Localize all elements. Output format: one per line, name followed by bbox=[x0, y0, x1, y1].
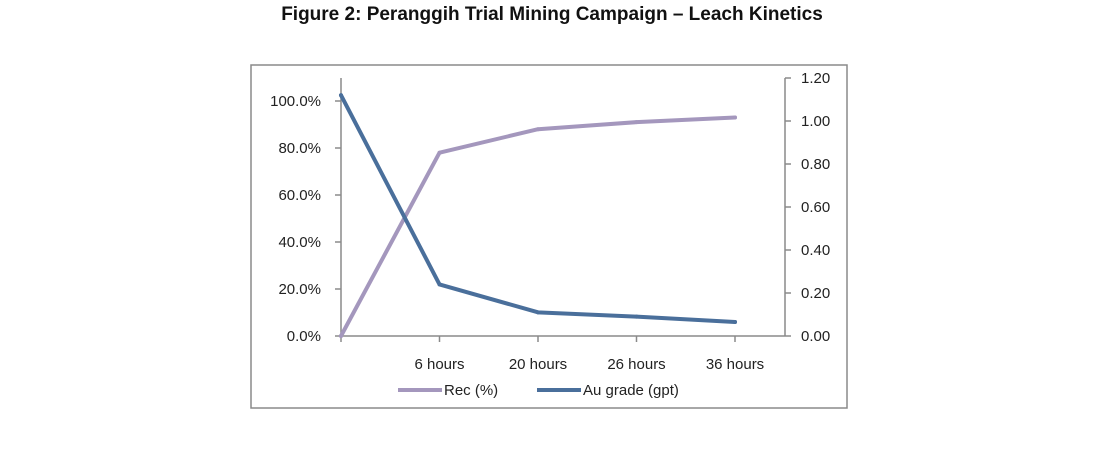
series-point-1-1 bbox=[437, 282, 442, 287]
right-axis-tick-label: 0.40 bbox=[801, 242, 830, 259]
series-point-0-1 bbox=[437, 150, 442, 155]
series-point-0-3 bbox=[634, 120, 639, 125]
series-point-0-0 bbox=[339, 334, 343, 338]
right-axis-tick-label: 0.80 bbox=[801, 156, 830, 173]
series-point-0-4 bbox=[733, 115, 737, 120]
series-point-1-0 bbox=[339, 93, 343, 98]
legend-label-0: Rec (%) bbox=[444, 382, 498, 399]
chart-title: Figure 2: Peranggih Trial Mining Campaig… bbox=[281, 4, 823, 25]
series-layer bbox=[339, 93, 737, 338]
x-axis-tick-label: 20 hours bbox=[509, 356, 567, 373]
x-axis-tick-label: 26 hours bbox=[607, 356, 665, 373]
series-point-1-4 bbox=[733, 320, 737, 325]
left-axis-tick-label: 80.0% bbox=[278, 140, 321, 157]
right-axis-tick-label: 0.00 bbox=[801, 328, 830, 345]
right-axis-tick-label: 1.00 bbox=[801, 113, 830, 130]
left-axis-tick-label: 40.0% bbox=[278, 234, 321, 251]
right-axis-tick-label: 1.20 bbox=[801, 70, 830, 87]
legend: Rec (%) Au grade (gpt) bbox=[398, 382, 679, 399]
chart-frame bbox=[250, 64, 848, 409]
left-axis-tick-label: 20.0% bbox=[278, 281, 321, 298]
left-axis-tick-label: 0.0% bbox=[287, 328, 321, 345]
legend-label-1: Au grade (gpt) bbox=[583, 382, 679, 399]
right-axis-tick-label: 0.60 bbox=[801, 199, 830, 216]
x-axis-tick-label: 36 hours bbox=[706, 356, 764, 373]
left-axis-tick-label: 100.0% bbox=[270, 93, 321, 110]
series-point-0-2 bbox=[536, 127, 540, 132]
left-axis-tick-label: 60.0% bbox=[278, 187, 321, 204]
axes: 0.0% 20.0% 40.0% 60.0% 80.0% 100.0% 0.00 0.20 0.… bbox=[270, 70, 830, 373]
series-point-1-2 bbox=[536, 310, 540, 315]
x-axis-tick-label: 6 hours bbox=[414, 356, 464, 373]
series-point-1-3 bbox=[634, 314, 639, 319]
right-axis-tick-label: 0.20 bbox=[801, 285, 830, 302]
